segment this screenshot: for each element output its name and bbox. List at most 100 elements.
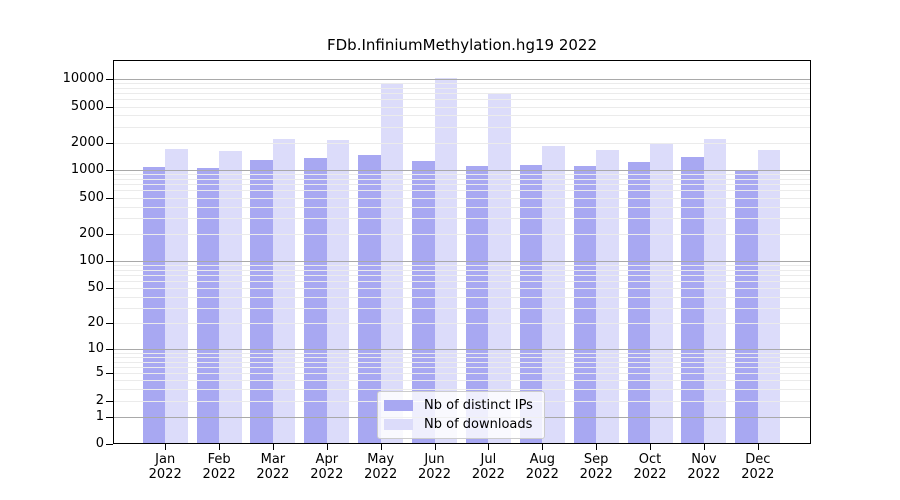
x-axis-label-mar: Mar 2022 <box>256 452 290 482</box>
y-tick-label: 2 <box>95 392 104 408</box>
y-tick-label: 5 <box>95 365 104 380</box>
gridline-minor <box>113 389 811 391</box>
gridline-minor <box>113 356 811 358</box>
bar-downloads-oct <box>650 144 673 444</box>
gridline-minor <box>113 307 811 309</box>
plot-area <box>113 60 811 444</box>
bar-downloads-jul <box>488 93 511 444</box>
y-tick-mark <box>106 170 113 172</box>
x-tick-mark <box>542 444 544 450</box>
y-tick-label: 5000 <box>70 98 104 114</box>
y-tick-mark <box>106 106 113 108</box>
bar-ips-jan <box>142 167 166 444</box>
x-tick-mark <box>488 444 490 450</box>
gridline-minor <box>113 296 811 298</box>
legend-label-downloads: Nb of downloads <box>424 417 533 432</box>
gridline-minor <box>113 190 811 192</box>
gridline-major <box>113 349 811 350</box>
x-tick-mark <box>165 444 167 450</box>
bar-ips-apr <box>304 157 327 444</box>
x-tick-mark <box>272 444 274 450</box>
gridline-minor <box>113 380 811 382</box>
bar-downloads-jun <box>434 77 457 444</box>
gridline-minor <box>113 275 811 277</box>
x-axis-label-may: May 2022 <box>364 452 398 482</box>
x-axis-label-dec: Dec 2022 <box>741 452 775 482</box>
gridline-minor <box>113 99 811 101</box>
gridline-minor <box>113 115 811 117</box>
bar-ips-dec <box>735 171 758 444</box>
gridline-minor <box>113 206 811 208</box>
gridline-minor <box>113 87 811 89</box>
gridline-major <box>113 170 811 172</box>
bar-ips-may <box>358 155 381 444</box>
x-tick-mark <box>326 444 328 450</box>
y-tick-label: 1000 <box>70 162 104 178</box>
gridline-minor <box>113 184 811 186</box>
gridline-minor <box>113 93 811 95</box>
y-tick-label: 500 <box>79 189 104 205</box>
y-tick-mark <box>106 261 113 263</box>
legend: Nb of distinct IPs Nb of downloads <box>377 391 545 439</box>
y-tick-label: 1 <box>95 408 104 424</box>
gridline-minor <box>113 197 811 199</box>
bar-ips-feb <box>196 167 220 444</box>
gridline-minor <box>113 281 811 283</box>
y-tick-mark <box>106 142 113 144</box>
y-tick-label: 10000 <box>62 71 104 86</box>
x-axis-label-feb: Feb 2022 <box>202 452 236 482</box>
gridline-minor <box>113 233 811 235</box>
bar-downloads-apr <box>326 140 350 444</box>
y-tick-mark <box>106 323 113 325</box>
x-axis-label-nov: Nov 2022 <box>687 452 721 482</box>
gridline-minor <box>113 126 811 128</box>
bar-ips-oct <box>627 162 650 444</box>
x-tick-mark <box>219 444 221 450</box>
gridline-major <box>113 261 811 263</box>
bar-ips-nov <box>681 156 704 444</box>
gridline-minor <box>113 265 811 267</box>
y-tick-mark <box>106 444 113 445</box>
legend-swatch-distinct-ips <box>384 400 413 411</box>
bar-downloads-jan <box>165 149 188 444</box>
y-tick-mark <box>106 288 113 290</box>
x-axis-label-sep: Sep 2022 <box>579 452 613 482</box>
gridline-major <box>113 79 811 80</box>
y-tick-mark <box>106 373 113 374</box>
x-tick-mark <box>650 444 651 450</box>
y-tick-label: 200 <box>79 225 104 241</box>
y-tick-mark <box>106 349 113 350</box>
gridline-minor <box>113 323 811 325</box>
gridline-minor <box>113 179 811 180</box>
gridline-minor <box>113 269 811 271</box>
gridline-minor <box>113 366 811 368</box>
legend-row-ips: Nb of distinct IPs <box>384 396 538 415</box>
gridline-minor <box>113 142 811 144</box>
y-tick-label: 50 <box>87 280 104 296</box>
legend-label-distinct-ips: Nb of distinct IPs <box>424 398 533 413</box>
bar-ips-sep <box>573 166 597 444</box>
x-tick-mark <box>703 444 705 450</box>
gridline-minor <box>113 373 811 374</box>
bar-ips-jul <box>465 166 489 444</box>
x-axis-label-apr: Apr 2022 <box>310 452 344 482</box>
gridline-minor <box>113 352 811 354</box>
gridline-minor <box>113 288 811 290</box>
bar-downloads-may <box>380 83 404 444</box>
gridline-minor <box>113 106 811 108</box>
x-axis-label-aug: Aug 2022 <box>525 452 559 482</box>
x-axis-label-jan: Jan 2022 <box>148 452 182 482</box>
y-tick-label: 20 <box>87 315 104 331</box>
y-tick-mark <box>106 416 113 418</box>
x-tick-mark <box>380 444 382 450</box>
y-tick-label: 2000 <box>70 134 104 150</box>
y-tick-mark <box>106 79 113 80</box>
gridline-minor <box>113 174 811 176</box>
legend-row-downloads: Nb of downloads <box>384 415 538 434</box>
y-tick-label: 0 <box>95 436 104 451</box>
legend-swatch-downloads <box>384 419 413 430</box>
y-tick-label: 10 <box>87 341 104 356</box>
x-axis-label-jul: Jul 2022 <box>471 452 505 482</box>
gridline-minor <box>113 217 811 219</box>
